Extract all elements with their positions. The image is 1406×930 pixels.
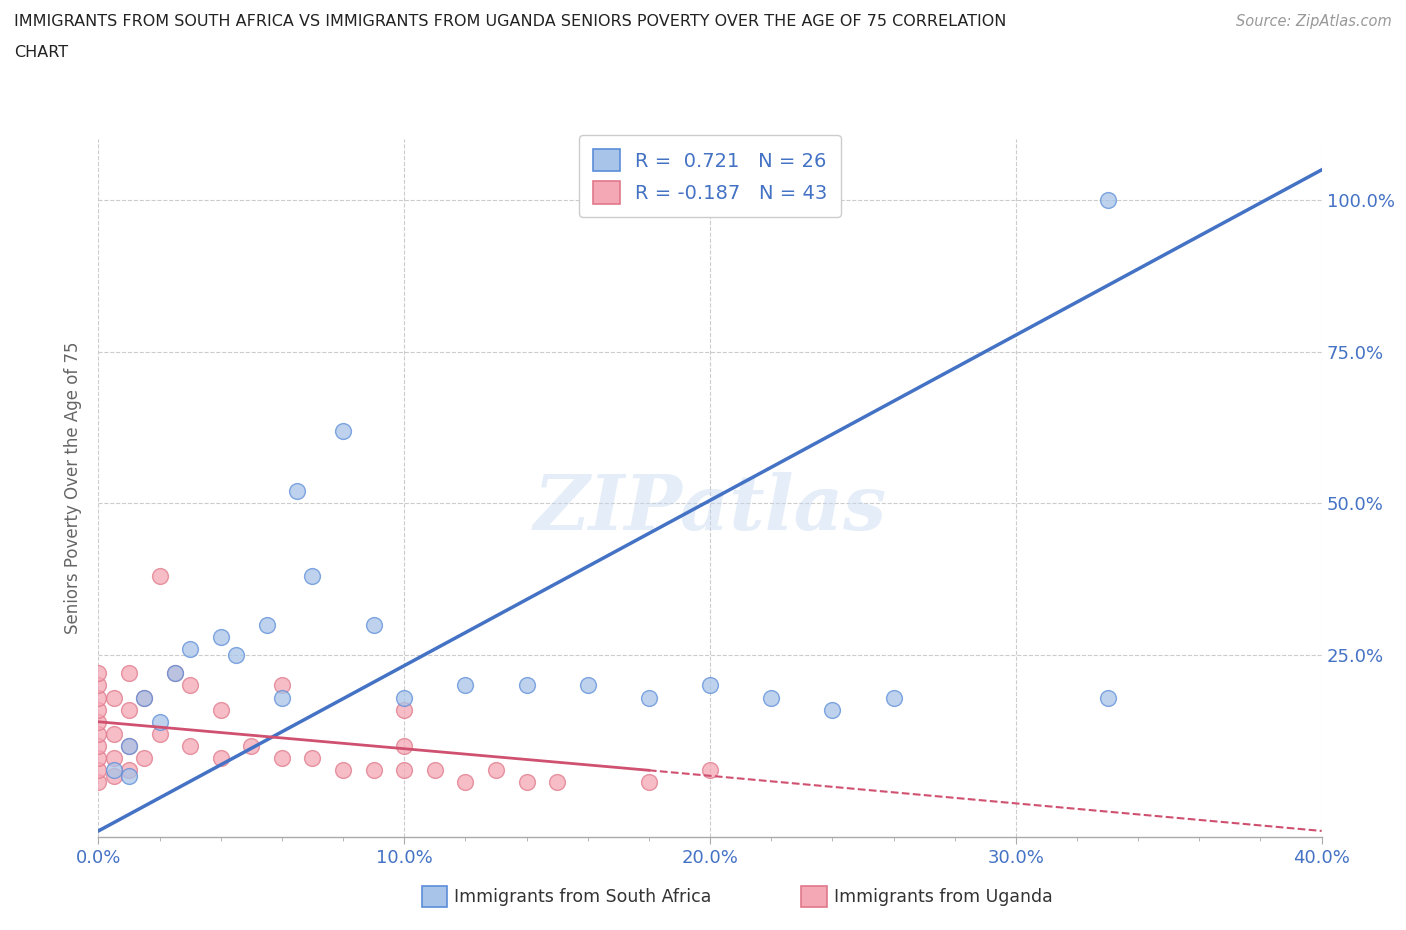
Point bbox=[270, 678, 292, 693]
Point bbox=[163, 666, 186, 681]
Point bbox=[516, 775, 538, 790]
Point bbox=[270, 690, 292, 705]
Point bbox=[392, 690, 416, 705]
Point bbox=[301, 569, 323, 584]
Point bbox=[87, 690, 110, 705]
Point bbox=[392, 763, 416, 777]
Point bbox=[256, 618, 278, 632]
Point bbox=[546, 775, 568, 790]
Point bbox=[87, 726, 110, 741]
Point bbox=[149, 726, 172, 741]
Point bbox=[576, 678, 599, 693]
Text: ZIPatlas: ZIPatlas bbox=[533, 472, 887, 546]
Point bbox=[118, 666, 141, 681]
Point bbox=[392, 738, 416, 753]
Point bbox=[87, 775, 110, 790]
Point bbox=[134, 690, 156, 705]
Point bbox=[699, 763, 721, 777]
Point bbox=[209, 702, 232, 717]
Point bbox=[363, 763, 385, 777]
Point bbox=[392, 702, 416, 717]
Point bbox=[87, 763, 110, 777]
Point bbox=[134, 751, 156, 765]
Point bbox=[134, 690, 156, 705]
Point bbox=[637, 775, 661, 790]
Point bbox=[240, 738, 263, 753]
Point bbox=[179, 738, 201, 753]
Point bbox=[454, 678, 477, 693]
Text: Source: ZipAtlas.com: Source: ZipAtlas.com bbox=[1236, 14, 1392, 29]
Point bbox=[363, 618, 385, 632]
Point bbox=[301, 751, 323, 765]
Point bbox=[103, 763, 125, 777]
Point bbox=[759, 690, 782, 705]
Point bbox=[179, 642, 201, 657]
Point bbox=[516, 678, 538, 693]
Legend: R =  0.721   N = 26, R = -0.187   N = 43: R = 0.721 N = 26, R = -0.187 N = 43 bbox=[579, 135, 841, 217]
Point bbox=[118, 769, 141, 784]
Text: IMMIGRANTS FROM SOUTH AFRICA VS IMMIGRANTS FROM UGANDA SENIORS POVERTY OVER THE : IMMIGRANTS FROM SOUTH AFRICA VS IMMIGRAN… bbox=[14, 14, 1007, 29]
Point bbox=[423, 763, 446, 777]
Text: CHART: CHART bbox=[14, 45, 67, 60]
Point bbox=[883, 690, 905, 705]
Point bbox=[699, 678, 721, 693]
Point bbox=[270, 751, 292, 765]
Point bbox=[103, 751, 125, 765]
Point bbox=[485, 763, 508, 777]
Point bbox=[149, 714, 172, 729]
Point bbox=[1097, 193, 1119, 207]
Point bbox=[87, 678, 110, 693]
Point bbox=[103, 690, 125, 705]
Point bbox=[118, 738, 141, 753]
Point bbox=[87, 714, 110, 729]
Point bbox=[332, 423, 354, 438]
Point bbox=[103, 726, 125, 741]
Point bbox=[118, 763, 141, 777]
Point bbox=[118, 702, 141, 717]
Point bbox=[821, 702, 844, 717]
Point bbox=[1097, 690, 1119, 705]
Point bbox=[209, 751, 232, 765]
Point bbox=[87, 702, 110, 717]
Point bbox=[163, 666, 186, 681]
Point bbox=[87, 738, 110, 753]
Point bbox=[637, 690, 661, 705]
Point bbox=[103, 769, 125, 784]
Point bbox=[332, 763, 354, 777]
Point bbox=[149, 569, 172, 584]
Point bbox=[87, 751, 110, 765]
Point bbox=[225, 647, 247, 662]
Point bbox=[179, 678, 201, 693]
Point bbox=[454, 775, 477, 790]
Text: Immigrants from Uganda: Immigrants from Uganda bbox=[834, 887, 1053, 906]
Point bbox=[209, 630, 232, 644]
Point bbox=[87, 666, 110, 681]
Point bbox=[118, 738, 141, 753]
Y-axis label: Seniors Poverty Over the Age of 75: Seniors Poverty Over the Age of 75 bbox=[65, 342, 83, 634]
Point bbox=[285, 484, 308, 498]
Text: Immigrants from South Africa: Immigrants from South Africa bbox=[454, 887, 711, 906]
